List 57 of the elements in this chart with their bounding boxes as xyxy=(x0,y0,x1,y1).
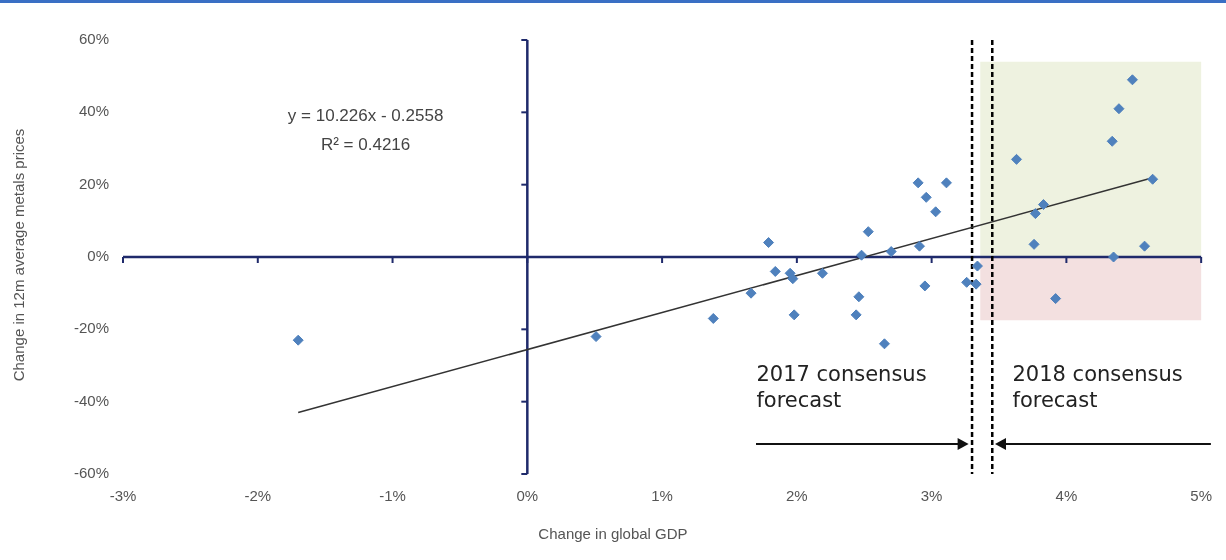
point xyxy=(1147,173,1159,185)
point xyxy=(292,334,304,346)
point xyxy=(885,246,897,258)
x-tick-label: -3% xyxy=(109,487,137,505)
point xyxy=(914,240,925,252)
point xyxy=(961,276,973,288)
point xyxy=(707,312,719,324)
x-tick-label: -2% xyxy=(244,487,272,505)
y-tick-label: -20% xyxy=(73,319,110,337)
point xyxy=(971,260,983,272)
point xyxy=(919,280,931,292)
x-tick-label: 2% xyxy=(786,487,808,505)
point xyxy=(853,291,865,303)
point xyxy=(878,338,890,350)
y-tick-label: 60% xyxy=(78,30,110,48)
point xyxy=(930,206,942,218)
x-tick-label: 1% xyxy=(651,487,673,505)
point xyxy=(590,331,602,343)
point xyxy=(940,177,952,189)
point xyxy=(850,309,862,321)
point xyxy=(1113,103,1125,115)
point xyxy=(1037,199,1049,211)
annotation: 2018 consensus forecast xyxy=(1012,362,1183,413)
annotation: R² = 0.4216 xyxy=(320,134,411,154)
x-tick-label: -1% xyxy=(379,487,406,505)
point xyxy=(816,267,828,279)
point xyxy=(1011,153,1023,165)
point xyxy=(1106,135,1118,147)
point xyxy=(1029,208,1041,220)
point xyxy=(856,249,868,261)
point xyxy=(769,265,781,277)
point xyxy=(920,191,932,203)
y-axis-title: Change in 12m average metals prices xyxy=(9,128,27,382)
x-tick-label: 0% xyxy=(516,487,539,505)
point xyxy=(1108,251,1120,263)
point xyxy=(787,273,799,285)
y-tick-label: -60% xyxy=(73,464,110,482)
point xyxy=(1028,238,1040,250)
x-tick-label: 5% xyxy=(1190,487,1212,505)
annotation: y = 10.226x - 0.2558 xyxy=(287,105,444,125)
y-tick-label: 20% xyxy=(78,174,110,192)
point xyxy=(745,287,757,299)
y-tick-label: 40% xyxy=(78,102,110,120)
point xyxy=(970,278,982,290)
point xyxy=(912,177,924,189)
annotation: 2017 consensus forecast xyxy=(756,362,927,413)
point xyxy=(1139,240,1151,252)
point xyxy=(763,237,775,249)
point xyxy=(788,309,800,321)
x-axis-title: Change in global GDP xyxy=(537,525,689,542)
point xyxy=(1126,74,1138,86)
y-tick-label: -40% xyxy=(73,391,110,409)
point xyxy=(1050,293,1062,305)
y-tick-label: 0% xyxy=(87,247,110,265)
point xyxy=(862,226,874,238)
x-tick-label: 4% xyxy=(1055,487,1078,505)
x-tick-label: 3% xyxy=(920,487,943,505)
